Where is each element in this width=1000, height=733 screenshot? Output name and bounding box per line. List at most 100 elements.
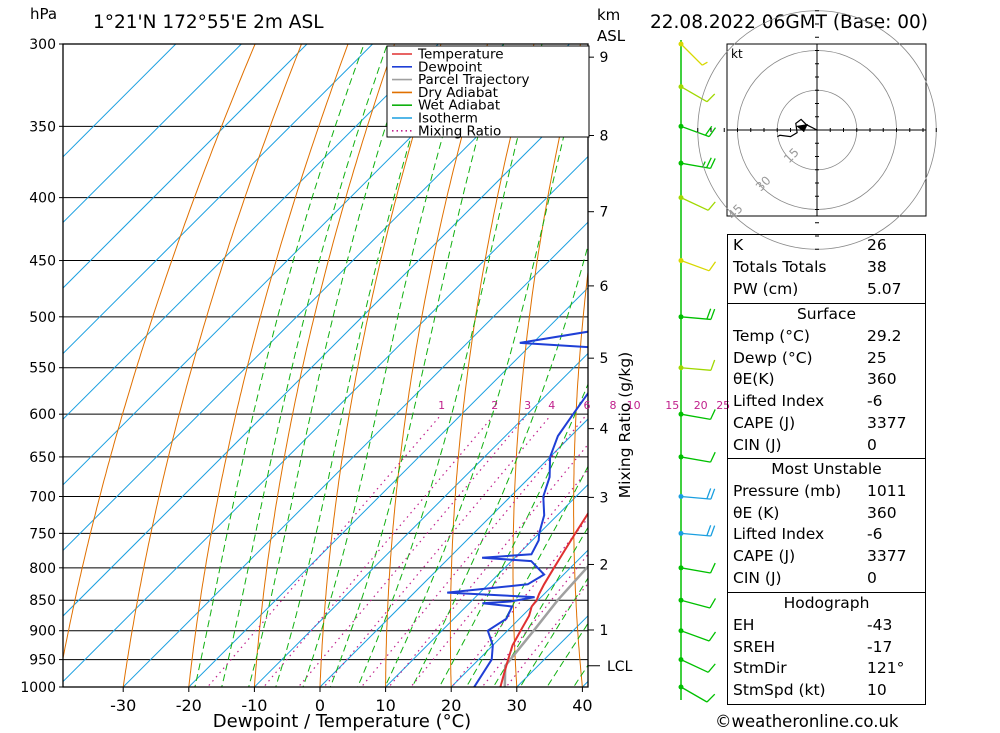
index-value: -6	[867, 525, 883, 544]
wind-barb-dot	[678, 454, 684, 460]
mixing-ratio-label: 20	[694, 399, 708, 412]
dry-adiabat	[689, 44, 720, 692]
wind-barb-dot	[678, 530, 684, 536]
wind-barb-feather	[710, 488, 716, 500]
dry-adiabat	[253, 44, 395, 687]
isotherm	[63, 44, 243, 224]
isotherm	[319, 418, 588, 687]
dry-adiabat	[950, 44, 1000, 692]
height-tick-label: 8	[600, 128, 609, 144]
wet-adiabat	[519, 577, 588, 687]
wet-adiabat	[248, 44, 413, 687]
index-label: CIN (J)	[733, 568, 782, 587]
wind-barb-feather	[710, 359, 716, 371]
mixing-ratio-line	[323, 416, 550, 687]
wind-barb-feather	[710, 308, 716, 320]
wet-adiabat	[411, 243, 588, 687]
wind-barb-feather	[710, 525, 716, 537]
mu-cape-row: CAPE (J) 3377	[728, 546, 925, 568]
mixing-ratio-labels: 1 2 3 4 6 8 10 15 20 25	[438, 399, 730, 412]
wind-barb-feather	[706, 525, 712, 536]
index-label: CIN (J)	[733, 435, 782, 454]
surface-cape-row: CAPE (J) 3377	[728, 413, 925, 435]
wet-adiabat	[302, 44, 471, 687]
pressure-tick-label: 900	[29, 624, 56, 640]
wind-barb-feather	[701, 61, 708, 66]
dry-adiabat	[632, 44, 673, 692]
surface-cin-row: CIN (J) 0	[728, 435, 925, 457]
wind-barb-dot	[678, 123, 684, 129]
wind-barb-shaft	[680, 659, 709, 673]
wind-barb-shaft	[680, 413, 711, 421]
mixing-ratio-line	[451, 517, 588, 687]
legend-label: Parcel Trajectory	[418, 72, 530, 88]
pressure-tick-label: 550	[29, 361, 56, 377]
isotherm	[63, 44, 439, 420]
wind-barb-feather	[704, 125, 713, 136]
x-tick-label: -20	[176, 696, 202, 715]
height-tick-label: 2	[600, 557, 609, 573]
wind-barb-shaft	[680, 532, 711, 537]
eh-row: EH -43	[728, 615, 925, 637]
wind-barb-feather	[707, 201, 716, 211]
index-value: 3377	[867, 413, 907, 432]
sounding-traces	[447, 330, 588, 687]
mixing-ratio-label: 8	[610, 399, 617, 412]
wind-barb-dot	[678, 84, 684, 90]
wet-adiabat	[357, 44, 543, 687]
mixing-ratio-label: 2	[491, 399, 498, 412]
mixing-ratio-line	[262, 416, 493, 687]
index-label: θE (K)	[733, 503, 780, 522]
plot-frame	[62, 43, 589, 688]
height-unit-asl: ASL	[597, 27, 626, 45]
index-value: -6	[867, 392, 883, 411]
wet-adiabat	[384, 44, 587, 687]
mixing-ratio-label: 4	[548, 399, 555, 412]
index-value: 10	[867, 681, 887, 700]
index-value: 1011	[867, 481, 907, 500]
wet-adiabat	[329, 44, 505, 687]
index-value: 29.2	[867, 326, 902, 345]
wind-barb-feather	[708, 127, 717, 137]
wind-barb-feather	[707, 663, 716, 673]
datetime-title: 22.08.2022 06GMT (Base: 00)	[650, 12, 928, 33]
legend-label: Temperature	[417, 47, 504, 63]
wind-barb-dot	[678, 565, 684, 571]
mixing-ratio-label: 3	[524, 399, 531, 412]
wind-barb-dot	[678, 411, 684, 417]
wind-barb-feather	[706, 488, 712, 500]
index-value: -17	[867, 637, 893, 656]
index-value: 360	[867, 503, 897, 522]
axes: 3003504004505005506006507007508008509009…	[20, 37, 632, 715]
x-tick-label: 30	[507, 696, 527, 715]
dry-adiabat	[385, 44, 488, 687]
height-tick-label: 9	[600, 50, 609, 66]
dry-adiabat	[319, 44, 442, 687]
index-row-totals: Totals Totals 38	[728, 257, 925, 279]
dry-adiabat	[573, 268, 588, 687]
dry-adiabat	[63, 44, 256, 661]
wind-barb-dot	[678, 160, 684, 166]
dry-adiabat	[122, 44, 302, 687]
temperature-line	[499, 511, 588, 687]
index-value: -43	[867, 615, 893, 634]
wind-barb-feather	[706, 157, 712, 168]
wind-barb-shaft	[680, 86, 708, 103]
legend-label: Wet Adiabat	[418, 98, 500, 114]
hodograph-title: Hodograph	[783, 594, 870, 612]
surface-thetae-row: θE(K) 360	[728, 369, 925, 391]
parcel-trajectory-line	[503, 564, 588, 687]
mixing-ratio-line	[206, 416, 440, 687]
mixing-ratio-line	[297, 416, 526, 687]
wind-barb-column	[678, 40, 717, 703]
wind-barb-feather	[706, 308, 712, 320]
pressure-tick-label: 450	[29, 254, 56, 270]
mixing-ratio-label: 6	[584, 399, 591, 412]
mu-cin-row: CIN (J) 0	[728, 568, 925, 590]
height-tick-label: 1	[600, 623, 609, 639]
height-tick-label: 7	[600, 205, 609, 221]
index-label: Pressure (mb)	[733, 481, 842, 500]
